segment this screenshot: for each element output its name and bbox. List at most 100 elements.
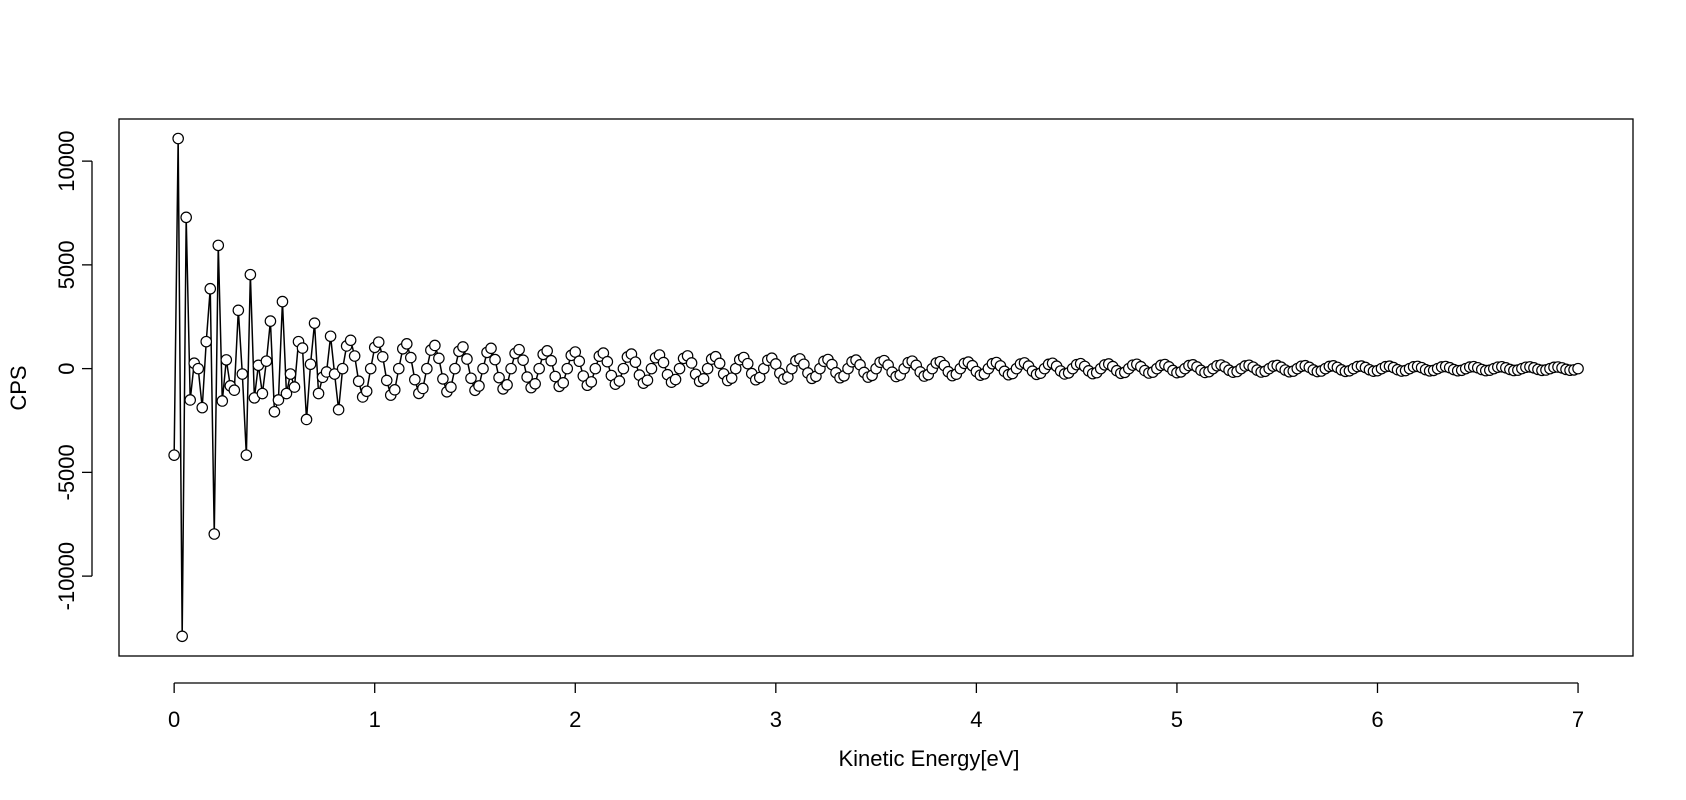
data-point: [260, 355, 273, 367]
data-point: [669, 373, 682, 386]
data-point: [304, 358, 317, 371]
y-tick-label: -10000: [54, 542, 79, 611]
data-point: [400, 338, 413, 350]
data-point: [216, 395, 229, 407]
data-point: [645, 362, 658, 375]
data-point: [473, 380, 485, 392]
data-point: [208, 528, 221, 540]
data-point: [697, 373, 710, 385]
x-axis-label: Kinetic Energy[eV]: [839, 746, 1020, 771]
data-point: [236, 368, 249, 380]
data-point: [589, 362, 602, 375]
data-point: [176, 630, 188, 643]
data-point: [741, 357, 754, 370]
data-point: [585, 376, 598, 388]
y-tick-label: 10000: [54, 131, 79, 192]
data-point: [284, 368, 297, 380]
data-point: [573, 355, 586, 368]
data-point: [557, 377, 570, 389]
data-point: [172, 132, 184, 145]
data-point: [228, 384, 241, 396]
data-point: [505, 362, 517, 375]
data-point: [220, 354, 233, 366]
data-point: [701, 362, 714, 375]
data-point: [332, 403, 345, 416]
data-point: [200, 335, 213, 348]
x-tick-label: 2: [569, 707, 581, 732]
data-point: [180, 211, 192, 224]
data-point: [256, 387, 269, 400]
x-tick-label: 0: [168, 707, 180, 732]
data-point: [545, 354, 557, 367]
y-axis-label: CPS: [6, 365, 31, 410]
data-point: [533, 362, 545, 375]
data-point: [244, 268, 257, 281]
data-point: [308, 317, 321, 329]
data-point: [280, 387, 293, 400]
data-point: [380, 374, 393, 387]
data-point: [725, 372, 738, 384]
data-point: [613, 375, 626, 387]
data-point: [1572, 362, 1584, 375]
data-point: [465, 372, 477, 385]
data-point: [276, 295, 289, 308]
data-point: [272, 394, 285, 406]
data-point: [196, 401, 209, 414]
data-point: [657, 356, 670, 369]
y-tick-label: -5000: [54, 444, 79, 500]
data-point: [312, 387, 325, 400]
data-point: [445, 381, 457, 393]
data-point: [264, 315, 277, 327]
data-point: [673, 362, 686, 375]
data-point: [713, 357, 726, 370]
data-point: [240, 449, 253, 461]
data-point: [268, 405, 281, 418]
data-point: [352, 375, 365, 388]
data-point: [372, 336, 385, 348]
data-point: [449, 362, 461, 375]
data-point: [192, 362, 205, 375]
data-point: [232, 304, 245, 317]
data-point: [184, 394, 196, 406]
data-point: [685, 357, 698, 369]
data-point: [376, 351, 389, 363]
data-point: [344, 334, 357, 347]
data-point: [168, 449, 180, 461]
data-point: [641, 374, 654, 387]
plot-box: [118, 118, 1634, 657]
data-point: [417, 382, 429, 395]
data-line: [173, 138, 1579, 637]
data-point: [288, 381, 301, 393]
data-point: [541, 345, 553, 357]
data-point: [405, 351, 417, 364]
x-tick-label: 5: [1171, 707, 1183, 732]
data-point: [336, 362, 349, 375]
data-point: [388, 384, 401, 396]
data-point: [364, 362, 377, 375]
data-point: [433, 352, 445, 365]
data-point: [204, 282, 217, 295]
data-point: [517, 354, 529, 366]
data-point: [296, 342, 309, 354]
data-point: [461, 353, 473, 365]
data-point: [437, 373, 449, 385]
x-tick-label: 1: [369, 707, 381, 732]
data-point: [421, 362, 433, 375]
data-point: [529, 378, 541, 390]
data-point: [324, 330, 337, 343]
data-point: [561, 362, 574, 375]
data-point: [212, 239, 225, 252]
data-point: [457, 341, 469, 353]
data-point: [360, 385, 373, 398]
data-point: [493, 371, 505, 384]
data-point: [348, 350, 361, 362]
x-tick-label: 4: [970, 707, 982, 732]
data-point: [477, 362, 489, 375]
data-point: [617, 362, 630, 375]
data-point: [501, 379, 513, 391]
y-tick-label: 0: [54, 362, 79, 374]
data-point: [300, 413, 313, 426]
data-point: [629, 356, 642, 368]
data-point: [601, 355, 614, 368]
